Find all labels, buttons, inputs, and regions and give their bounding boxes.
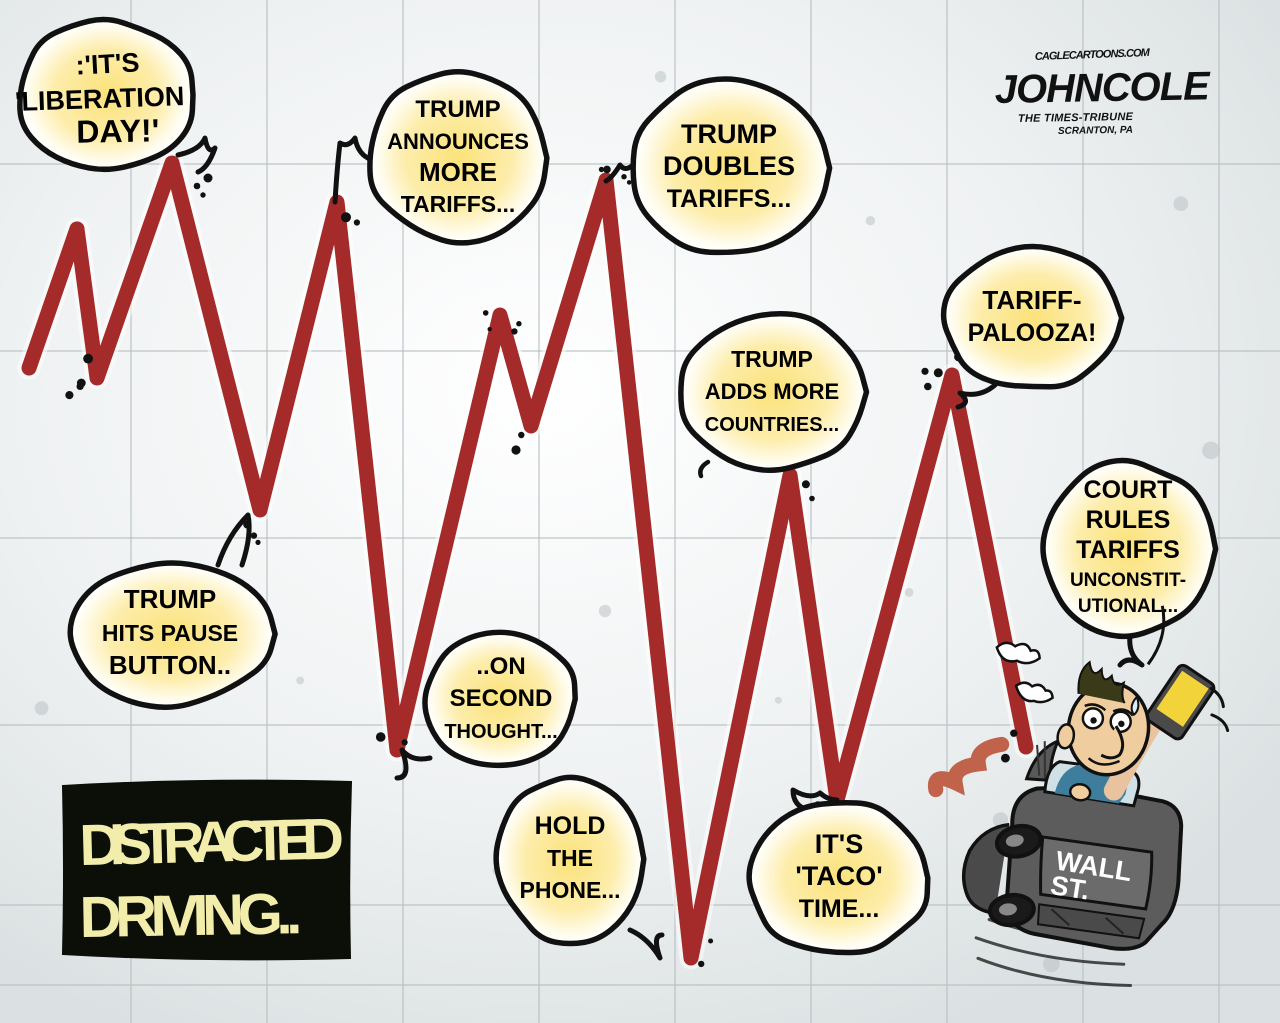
svg-text:TIME...: TIME... xyxy=(799,895,880,923)
svg-text:DISTRACTED: DISTRACTED xyxy=(79,806,343,878)
svg-text:TARIFFS...: TARIFFS... xyxy=(401,191,516,217)
svg-text:'LIBERATION: 'LIBERATION xyxy=(15,81,185,117)
svg-text:THOUGHT...: THOUGHT... xyxy=(444,721,557,743)
svg-text:DOUBLES: DOUBLES xyxy=(663,151,795,181)
svg-text:TRUMP: TRUMP xyxy=(124,584,216,614)
svg-text:TARIFF-: TARIFF- xyxy=(982,285,1081,315)
svg-text:JOHNCOLE: JOHNCOLE xyxy=(994,64,1211,112)
svg-text:TRUMP: TRUMP xyxy=(681,119,777,149)
svg-text:DRIVING..: DRIVING.. xyxy=(79,881,300,950)
svg-text:TARIFFS...: TARIFFS... xyxy=(667,185,792,213)
svg-text:TRUMP: TRUMP xyxy=(731,346,813,372)
svg-text:MORE: MORE xyxy=(419,157,497,187)
svg-text:COUNTRIES...: COUNTRIES... xyxy=(705,414,839,436)
svg-text:ADDS MORE: ADDS MORE xyxy=(705,379,839,404)
svg-text:PHONE...: PHONE... xyxy=(520,877,621,903)
svg-text:TRUMP: TRUMP xyxy=(415,96,500,123)
svg-text:ANNOUNCES: ANNOUNCES xyxy=(387,129,529,154)
svg-text:THE: THE xyxy=(547,845,593,871)
svg-text:DAY!': DAY!' xyxy=(76,112,160,149)
svg-text:SCRANTON, PA: SCRANTON, PA xyxy=(1058,125,1133,137)
svg-text:RULES: RULES xyxy=(1086,506,1171,534)
svg-text:'TACO': 'TACO' xyxy=(795,861,882,891)
svg-text:TARIFFS: TARIFFS xyxy=(1076,536,1180,564)
svg-text:PALOOZA!: PALOOZA! xyxy=(968,319,1097,347)
svg-text:BUTTON..: BUTTON.. xyxy=(109,650,231,680)
svg-text:COURT: COURT xyxy=(1084,476,1173,504)
svg-text:UNCONSTIT-: UNCONSTIT- xyxy=(1070,570,1186,591)
svg-text:IT'S: IT'S xyxy=(815,829,863,859)
svg-text:..ON: ..ON xyxy=(476,653,525,680)
svg-text:THE TIMES-TRIBUNE: THE TIMES-TRIBUNE xyxy=(1018,111,1134,125)
svg-text::'IT'S: :'IT'S xyxy=(75,47,140,80)
svg-text:HOLD: HOLD xyxy=(535,812,606,840)
svg-text:HITS PAUSE: HITS PAUSE xyxy=(102,620,238,646)
svg-text:ST.: ST. xyxy=(1048,870,1091,906)
svg-text:SECOND: SECOND xyxy=(450,685,553,712)
